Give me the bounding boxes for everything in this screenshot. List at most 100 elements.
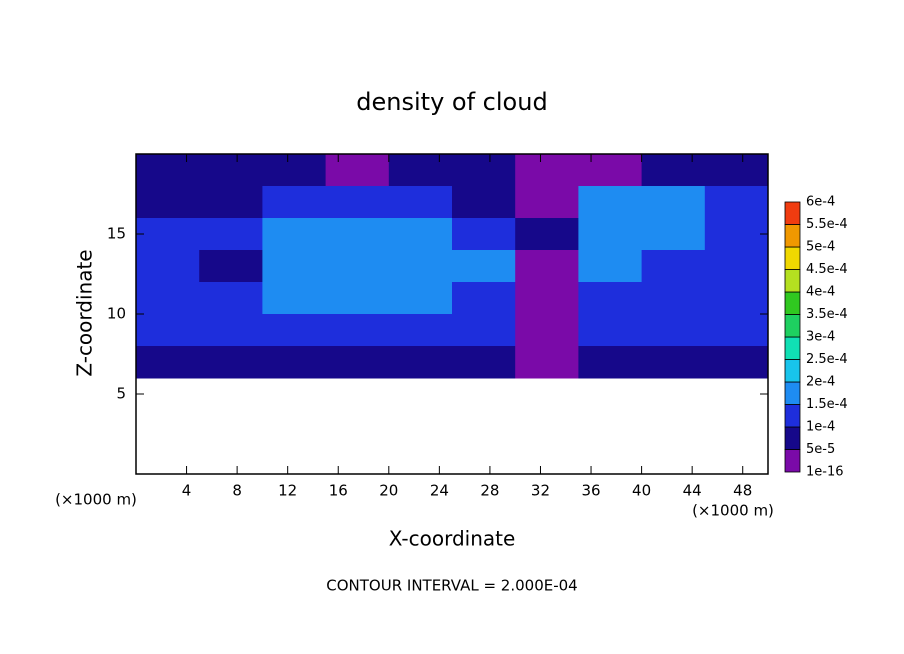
heat-cell: [388, 282, 453, 315]
colorbar-label: 4.5e-4: [806, 262, 848, 277]
colorbar-swatch: [784, 336, 801, 360]
x-tick-label: 44: [683, 482, 702, 500]
heat-cell: [452, 346, 516, 379]
x-unit-label: (×1000 m): [692, 502, 774, 520]
heat-cell: [704, 282, 769, 315]
heat-cell: [199, 154, 263, 187]
heat-cell: [641, 282, 706, 315]
heat-cell: [199, 282, 263, 315]
colorbar-label: 5e-5: [806, 442, 835, 457]
heat-cell: [325, 186, 390, 219]
heat-cell: [262, 218, 327, 251]
heat-cell: [136, 250, 200, 283]
colorbar-swatch: [784, 449, 801, 473]
heat-cell: [136, 314, 200, 347]
heat-cell: [515, 186, 579, 219]
heat-cell: [641, 154, 706, 187]
colorbar-label: 1.5e-4: [806, 397, 848, 412]
colorbar-label: 5.5e-4: [806, 217, 848, 232]
heat-cell: [515, 154, 579, 187]
x-tick-label: 16: [329, 482, 348, 500]
colorbar-label: 1e-16: [806, 465, 844, 480]
heat-cell: [641, 314, 706, 347]
heat-cell: [452, 250, 516, 283]
heat-cell: [325, 250, 390, 283]
heat-cell: [452, 218, 516, 251]
heat-cell: [262, 250, 327, 283]
heat-cell: [578, 186, 643, 219]
heat-cell: [199, 250, 263, 283]
heat-cell: [578, 250, 643, 283]
heat-cell: [136, 218, 200, 251]
x-tick-label: 28: [480, 482, 499, 500]
heat-cell: [136, 282, 200, 315]
colorbar-swatch: [784, 426, 801, 450]
heat-cell: [388, 154, 453, 187]
heat-cell: [325, 346, 390, 379]
heat-cell: [325, 282, 390, 315]
colorbar-swatch: [784, 224, 801, 248]
heat-cell: [262, 154, 327, 187]
heat-cell: [325, 154, 390, 187]
heat-cell: [515, 314, 579, 347]
heat-cell: [199, 346, 263, 379]
colorbar-label: 2.5e-4: [806, 352, 848, 367]
heat-cell: [641, 250, 706, 283]
heat-cell: [452, 186, 516, 219]
heat-cell: [388, 186, 453, 219]
heat-cell: [388, 250, 453, 283]
heat-cell: [704, 314, 769, 347]
x-axis-label: X-coordinate: [389, 527, 516, 551]
heat-cell: [641, 218, 706, 251]
heat-cell: [515, 218, 579, 251]
colorbar-swatch: [784, 381, 801, 405]
x-tick-label: 24: [430, 482, 449, 500]
colorbar-swatch: [784, 201, 801, 225]
heat-cell: [641, 346, 706, 379]
heat-cell: [325, 218, 390, 251]
x-tick-label: 32: [531, 482, 550, 500]
y-unit-label: (×1000 m): [55, 491, 137, 509]
contour-interval: CONTOUR INTERVAL = 2.000E-04: [326, 577, 577, 595]
x-tick-label: 40: [632, 482, 651, 500]
y-tick-label: 5: [116, 385, 126, 403]
heat-cell: [262, 186, 327, 219]
heat-cell: [578, 154, 643, 187]
colorbar-label: 5e-4: [806, 240, 835, 255]
heat-cell: [199, 186, 263, 219]
colorbar-label: 4e-4: [806, 285, 835, 300]
y-tick-label: 15: [107, 225, 126, 243]
colorbar-swatch: [784, 291, 801, 315]
y-axis-label: Z-coordinate: [73, 249, 97, 376]
colorbar-swatch: [784, 269, 801, 293]
heat-cell: [578, 218, 643, 251]
x-tick-label: 48: [733, 482, 752, 500]
heat-cell: [262, 314, 327, 347]
heat-cell: [388, 218, 453, 251]
heat-cell: [704, 218, 769, 251]
x-tick-label: 4: [182, 482, 192, 500]
heat-cell: [578, 314, 643, 347]
heat-cell: [515, 250, 579, 283]
colorbar-label: 3e-4: [806, 330, 835, 345]
heat-cell: [388, 314, 453, 347]
heat-cell: [704, 250, 769, 283]
heat-cell: [136, 186, 200, 219]
heat-cell: [136, 154, 200, 187]
heat-cell: [199, 314, 263, 347]
heat-cell: [578, 346, 643, 379]
heat-cell: [515, 346, 579, 379]
heat-cell: [452, 282, 516, 315]
heat-cell: [262, 282, 327, 315]
heat-cell: [704, 186, 769, 219]
colorbar-label: 1e-4: [806, 420, 835, 435]
chart-title: density of cloud: [356, 88, 547, 116]
colorbar-swatch: [784, 359, 801, 383]
y-tick-label: 10: [107, 305, 126, 323]
heat-cell: [452, 314, 516, 347]
colorbar-label: 3.5e-4: [806, 307, 848, 322]
colorbar-label: 2e-4: [806, 375, 835, 390]
heat-cell: [515, 282, 579, 315]
heat-cell: [704, 346, 769, 379]
